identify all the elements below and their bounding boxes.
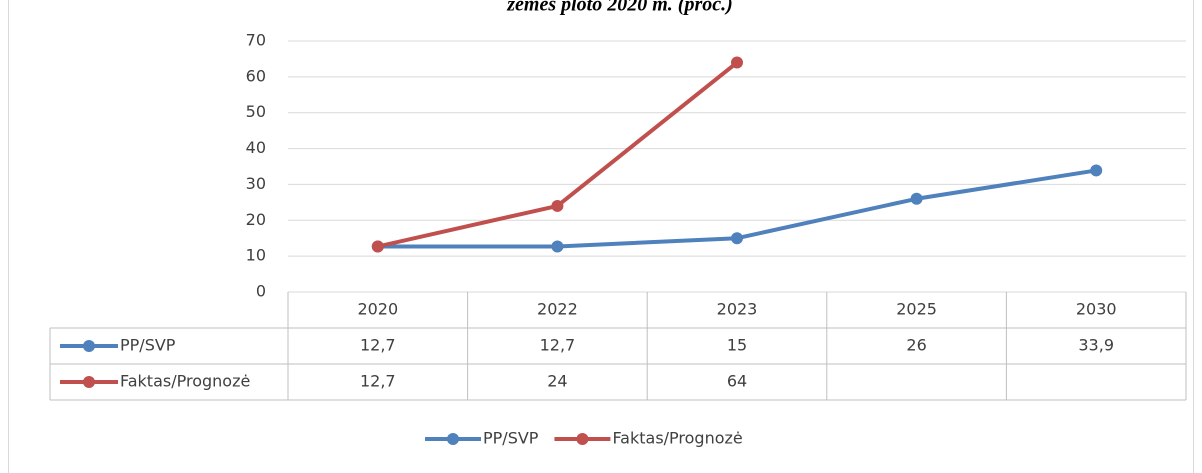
table-value: 15 — [727, 336, 747, 355]
data-point — [551, 240, 564, 253]
chart-title: žemės ploto 2020 m. (proc.) — [506, 0, 733, 16]
y-tick-label: 40 — [246, 138, 266, 157]
data-point — [910, 192, 923, 205]
table-value: 24 — [547, 372, 567, 391]
table-value: 26 — [906, 336, 926, 355]
table-legend-marker — [83, 376, 95, 388]
legend-marker — [447, 433, 459, 445]
table-value: 33,9 — [1078, 336, 1114, 355]
x-tick-label: 2030 — [1076, 300, 1117, 319]
y-tick-label: 10 — [246, 246, 266, 265]
table-legend-marker — [83, 340, 95, 352]
legend-marker — [576, 433, 589, 445]
x-tick-label: 2020 — [357, 300, 398, 319]
data-point — [731, 56, 743, 69]
y-tick-label: 60 — [246, 66, 266, 85]
y-tick-label: 20 — [246, 210, 266, 229]
x-tick-label: 2022 — [537, 300, 578, 319]
legend-label: Faktas/Prognozė — [612, 429, 742, 448]
legend-label: PP/SVP — [483, 429, 539, 448]
table-value: 12,7 — [360, 336, 396, 355]
table-series-name: PP/SVP — [120, 336, 176, 355]
table-series-name: Faktas/Prognozė — [120, 372, 250, 391]
data-point — [551, 199, 564, 212]
x-tick-label: 2023 — [717, 300, 758, 319]
data-point — [371, 240, 384, 253]
y-tick-label: 30 — [246, 174, 266, 193]
table-value: 12,7 — [540, 336, 576, 355]
y-tick-label: 0 — [256, 282, 266, 301]
x-tick-label: 2025 — [896, 300, 937, 319]
table-value: 64 — [727, 372, 747, 391]
data-point — [731, 232, 743, 245]
data-point — [1090, 164, 1103, 177]
chart-border — [8, 0, 1194, 473]
table-value: 12,7 — [360, 372, 396, 391]
y-tick-label: 70 — [246, 31, 266, 50]
y-tick-label: 50 — [246, 102, 266, 121]
